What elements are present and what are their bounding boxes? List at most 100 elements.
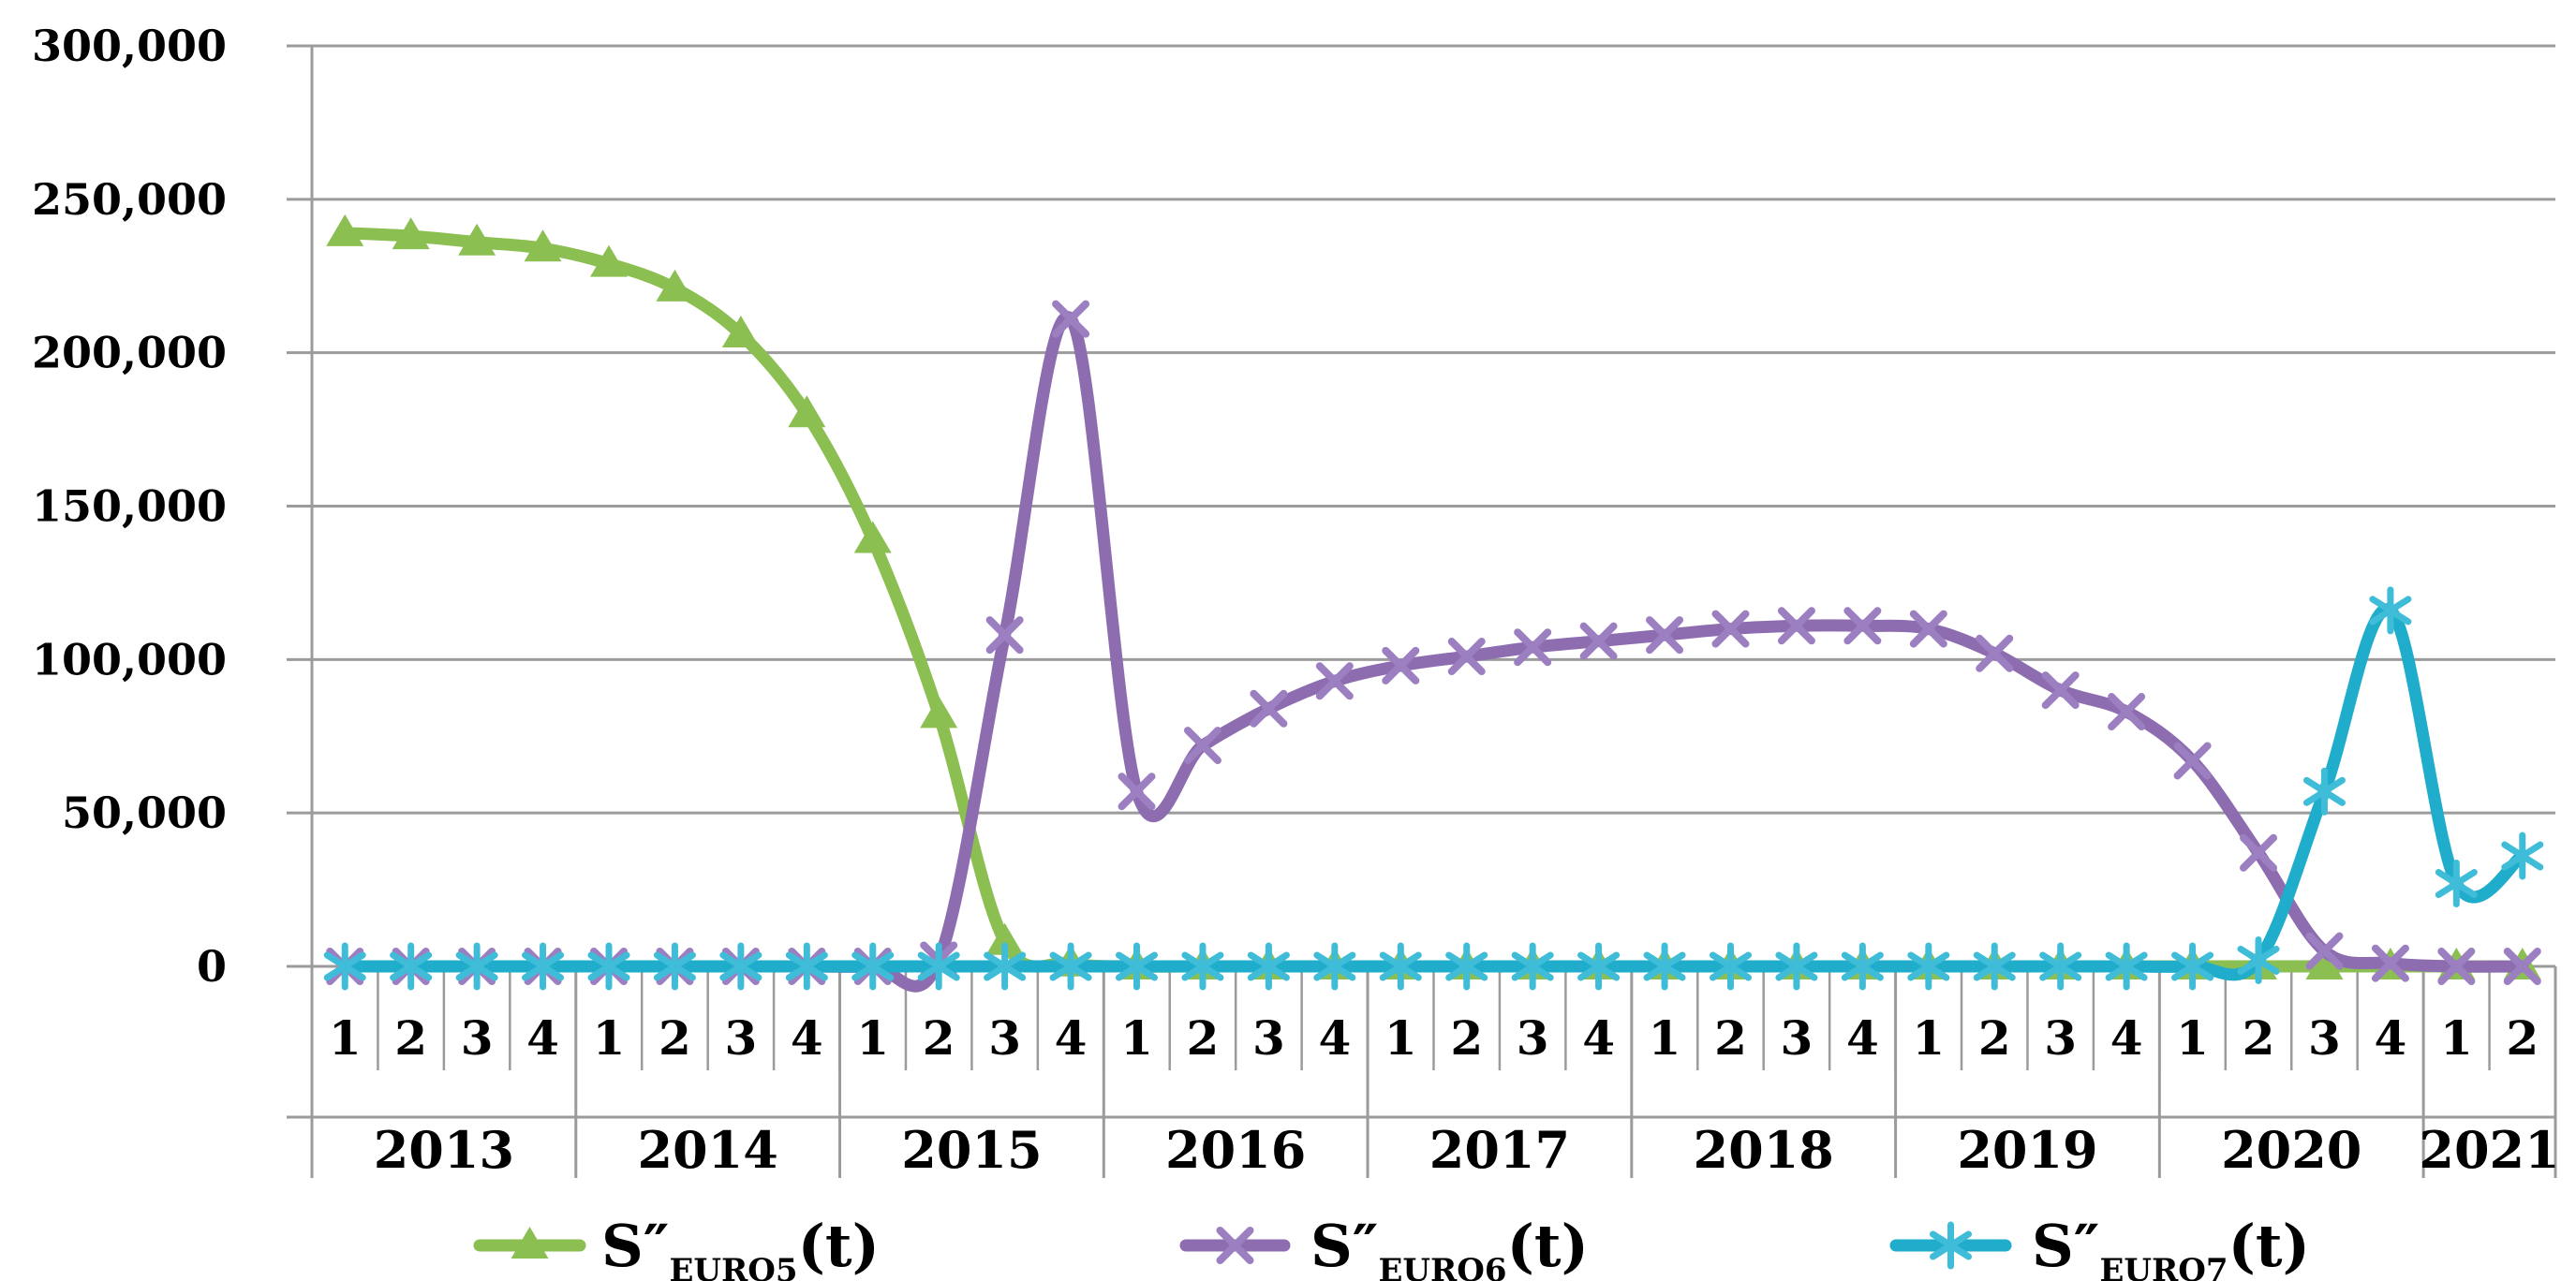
y-tick-label: 100,000 — [32, 634, 227, 685]
year-label: 2016 — [1165, 1120, 1306, 1180]
x-marker — [1250, 689, 1288, 728]
quarter-label: 1 — [1912, 1010, 1945, 1066]
quarter-label: 2 — [1187, 1010, 1220, 1066]
x-marker — [1777, 607, 1815, 645]
quarter-label: 4 — [2110, 1010, 2143, 1066]
quarter-label: 3 — [461, 1010, 494, 1066]
asterisk-marker — [785, 951, 828, 981]
legend-label: S″EURO6(t) — [1310, 1212, 1589, 1281]
asterisk-marker — [719, 951, 762, 981]
y-axis-labels: 300,000 250,000 200,000 150,000 100,000 50,00… — [32, 21, 227, 992]
asterisk-marker — [522, 951, 565, 981]
triangle-marker — [2305, 948, 2344, 979]
quarter-label: 4 — [791, 1010, 823, 1066]
quarter-label: 2 — [923, 1010, 955, 1066]
y-tick-label: 200,000 — [32, 328, 227, 378]
x-marker — [2305, 932, 2344, 970]
x-marker — [1976, 634, 2014, 672]
gridlines — [287, 44, 2555, 968]
quarter-label: 3 — [2308, 1010, 2341, 1066]
quarter-label: 2 — [659, 1010, 691, 1066]
quarter-label: 4 — [526, 1010, 559, 1066]
asterisk-marker — [1930, 1230, 1972, 1260]
asterisk-marker — [2501, 841, 2544, 871]
quarter-label: 1 — [593, 1010, 626, 1066]
triangle-marker — [326, 214, 364, 246]
quarter-label: 3 — [1517, 1010, 1549, 1066]
asterisk-marker — [1247, 951, 1290, 981]
x-marker — [1382, 646, 1420, 685]
quarter-label: 4 — [1318, 1010, 1351, 1066]
y-tick-label: 150,000 — [32, 481, 227, 532]
legend-label: S″EURO7(t) — [2032, 1212, 2310, 1281]
asterisk-marker — [851, 951, 895, 981]
triangle-marker — [721, 316, 760, 348]
asterisk-marker — [323, 951, 366, 981]
series-line-euro6 — [338, 310, 2529, 993]
quarter-label: 4 — [2374, 1010, 2406, 1066]
quarter-label: 2 — [1714, 1010, 1747, 1066]
quarter-label: 1 — [1384, 1010, 1417, 1066]
y-tick-label: 300,000 — [32, 21, 227, 71]
asterisk-marker — [653, 951, 696, 981]
asterisk-marker — [2105, 951, 2148, 981]
quarter-label: 2 — [1450, 1010, 1483, 1066]
asterisk-marker — [390, 951, 433, 981]
asterisk-marker — [984, 951, 1027, 981]
x-marker — [1909, 610, 1947, 648]
series-markers-euro7 — [323, 586, 2544, 991]
year-label: 2019 — [1957, 1120, 2097, 1180]
asterisk-marker — [1049, 951, 1092, 981]
asterisk-marker — [587, 951, 630, 981]
asterisk-marker — [2369, 596, 2412, 626]
asterisk-marker — [917, 951, 960, 981]
quarter-label: 3 — [1781, 1010, 1814, 1066]
asterisk-marker — [1116, 951, 1159, 981]
x-marker — [2173, 742, 2212, 780]
x-marker — [2240, 833, 2278, 872]
series-euro5 — [326, 214, 2541, 979]
triangle-marker — [392, 217, 430, 250]
x-marker — [2437, 948, 2476, 985]
asterisk-marker — [2435, 869, 2478, 899]
asterisk-marker — [1841, 951, 1884, 981]
year-label: 2017 — [1429, 1120, 1570, 1180]
quarter-label: 1 — [1649, 1010, 1681, 1066]
triangle-marker — [511, 1227, 549, 1259]
triangle-marker — [920, 696, 958, 729]
triangle-marker — [458, 223, 496, 256]
year-label: 2014 — [637, 1120, 777, 1180]
quarter-label: 4 — [1846, 1010, 1879, 1066]
asterisk-marker — [1775, 951, 1818, 981]
x-marker — [1216, 1227, 1254, 1264]
triangle-marker — [853, 521, 892, 553]
quarter-label: 1 — [2440, 1010, 2473, 1066]
x-marker — [1843, 607, 1882, 645]
year-label: 2021 — [2419, 1120, 2559, 1180]
series-markers-euro6 — [326, 300, 2541, 985]
quarter-label: 3 — [988, 1010, 1021, 1066]
quarter-label: 1 — [329, 1010, 362, 1066]
triangle-marker — [524, 229, 562, 262]
legend-item-euro5: S″EURO5(t) — [473, 1212, 880, 1281]
asterisk-marker — [1379, 951, 1422, 981]
series-line-euro5 — [338, 227, 2529, 973]
asterisk-marker — [2039, 951, 2082, 981]
asterisk-marker — [1445, 951, 1488, 981]
triangle-marker — [788, 395, 826, 428]
quarter-label: 2 — [394, 1010, 427, 1066]
x-marker — [2108, 693, 2146, 731]
asterisk-marker — [1511, 951, 1554, 981]
x-marker — [1711, 610, 1750, 648]
asterisk-marker — [1313, 951, 1356, 981]
asterisk-marker — [1181, 951, 1224, 981]
triangle-marker — [656, 269, 694, 302]
year-band: 2013 2014 2015 2016 2017 2018 2019 2020 2021 — [374, 966, 2560, 1180]
quarter-label: 3 — [2044, 1010, 2077, 1066]
x-marker — [1646, 616, 1684, 655]
quarter-label: 3 — [724, 1010, 757, 1066]
triangle-marker — [985, 922, 1024, 955]
quarter-label: 2 — [1978, 1010, 2011, 1066]
